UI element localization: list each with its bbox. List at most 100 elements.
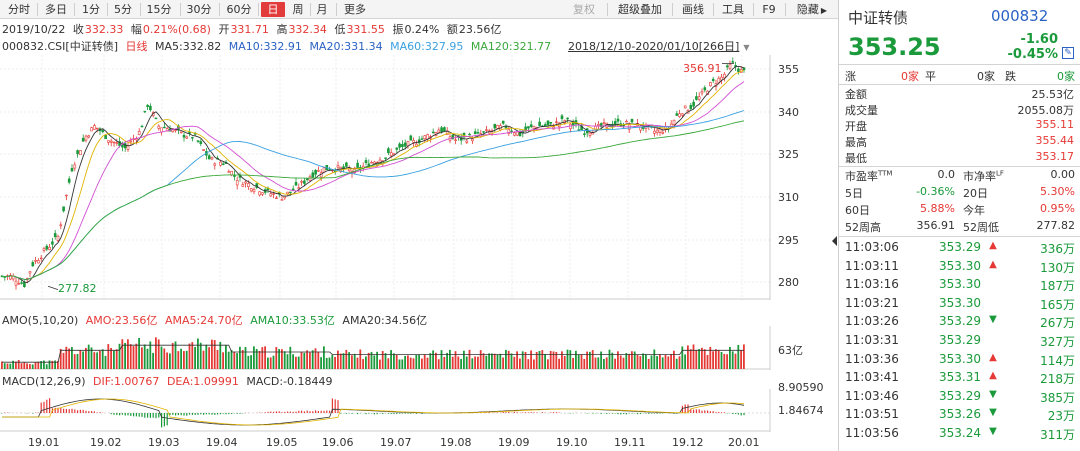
pb-label-text: 市净率 [963, 170, 996, 183]
index-code-link[interactable]: 000832 [991, 7, 1049, 25]
hide-button[interactable]: 隐藏 ▶ [790, 2, 834, 17]
chart-pane: 分时 多日 1分 5分 15分 30分 60分 日 周 月 更多 复权 超级叠加… [0, 0, 838, 449]
edit-icon[interactable]: ✎ [1062, 47, 1074, 59]
tick-arrow-icon: ▼ [989, 388, 997, 400]
price-axis-310: 310 [778, 191, 799, 204]
stat-value: 25.53亿 [1031, 88, 1075, 101]
rise-count: 0家 [901, 70, 919, 83]
index-title: 中证转债 [848, 9, 909, 27]
tab-1min[interactable]: 1分 [82, 3, 100, 16]
month-label: 19.02 [90, 436, 122, 449]
stat-label: 金额 [845, 88, 867, 101]
tab-60min[interactable]: 60分 [226, 3, 252, 16]
tick-time: 11:03:21 [845, 295, 899, 310]
tick-row: 11:03:21 353.30 165万 [839, 296, 1080, 314]
month-label: 19.05 [266, 436, 298, 449]
last-price: 353.25 [848, 33, 941, 61]
w52l-value: 277.82 [1036, 219, 1076, 232]
tick-row: 11:03:51 353.26 ▼ 23万 [839, 407, 1080, 425]
pe-label-text: 市盈率 [845, 170, 878, 183]
fall-count: 0家 [1057, 70, 1075, 83]
tick-time: 11:03:46 [845, 388, 899, 403]
tick-volume: 165万 [1040, 297, 1075, 312]
tab-30min[interactable]: 30分 [186, 3, 212, 16]
tab-daily[interactable]: 日 [261, 2, 285, 17]
info-close: 332.33 [84, 23, 124, 36]
ma120-value: MA120:321.77 [470, 40, 552, 53]
info-swing: 0.24% [404, 23, 440, 36]
tick-price: 353.29 [939, 388, 981, 403]
restore-rights-button[interactable]: 复权 [573, 3, 595, 16]
candlestick-chart[interactable] [0, 55, 838, 300]
tick-arrow-icon: ▼ [989, 426, 997, 437]
amo-axis-label: 63亿 [778, 344, 803, 357]
stat-label: 最高 [845, 136, 867, 149]
tick-volume: 114万 [1040, 353, 1075, 368]
period-tab-bar: 分时 多日 1分 5分 15分 30分 60分 日 周 月 更多 复权 超级叠加… [0, 0, 838, 19]
month-label: 19.06 [322, 436, 354, 449]
tick-row: 11:03:41 353.31 ▲ 218万 [839, 370, 1080, 388]
tick-row: 11:03:56 353.24 ▼ 311万 [839, 426, 1080, 444]
month-label: 19.12 [672, 436, 704, 449]
tick-arrow-icon: ▲ [989, 351, 997, 363]
info-date: 2019/10/22 [2, 23, 66, 36]
price-change: -1.60 [1020, 32, 1058, 47]
tab-multi-day[interactable]: 多日 [45, 3, 67, 16]
month-label: 19.09 [498, 436, 530, 449]
date-range[interactable]: 2018/12/10-2020/01/10[266日] ▼ [568, 38, 754, 54]
change-block: -1.60 -0.45% [1008, 32, 1059, 62]
amo-value: AMO:23.56亿 [85, 314, 158, 327]
tick-price: 353.30 [939, 351, 981, 366]
flat-label: 平 [925, 70, 936, 83]
tab-15min[interactable]: 15分 [146, 3, 172, 16]
macd-legend: MACD(12,26,9) DIF:1.00767 DEA:1.09991 MA… [2, 375, 337, 388]
tick-row: 11:03:36 353.30 ▲ 114万 [839, 352, 1080, 370]
info-high: 332.34 [288, 23, 327, 36]
info-swing-label: 振 [392, 23, 404, 36]
amo-label: AMO(5,10,20) [2, 314, 79, 327]
tick-price: 353.24 [939, 426, 981, 440]
min-price-label: 277.82 [58, 282, 97, 295]
tab-intraday[interactable]: 分时 [8, 3, 30, 16]
stat-label: 最低 [845, 152, 867, 165]
pe-label: 市盈率TTM [845, 168, 892, 184]
ma5-value: MA5:332.82 [155, 40, 222, 53]
tick-time: 11:03:56 [845, 426, 899, 440]
tick-volume: 130万 [1040, 260, 1075, 275]
tick-price: 353.30 [939, 277, 981, 292]
pb-sup: LF [996, 169, 1004, 178]
tab-weekly[interactable]: 周 [292, 3, 304, 16]
macd-axis-top: 8.90590 [778, 381, 824, 394]
tick-time: 11:03:06 [845, 240, 899, 254]
tab-5min[interactable]: 5分 [114, 3, 132, 16]
draw-line-button[interactable]: 画线 [682, 3, 704, 16]
macd-chart[interactable] [0, 389, 838, 432]
tools-button[interactable]: 工具 [722, 3, 744, 16]
date-range-text: 2018/12/10-2020/01/10[266日] [568, 40, 740, 53]
price-axis-280: 280 [778, 276, 799, 289]
triangle-right-icon: ▶ [820, 6, 828, 15]
month-label: 19.08 [440, 436, 472, 449]
info-amp: 0.21%(0.68) [142, 23, 211, 36]
tick-price: 353.26 [939, 407, 981, 422]
tick-row: 11:03:16 353.30 187万 [839, 277, 1080, 295]
d20-label: 20日 [963, 187, 988, 200]
d5-label: 5日 [845, 187, 863, 200]
super-overlay-button[interactable]: 超级叠加 [618, 3, 662, 16]
ytd-value: 0.95% [1040, 202, 1075, 215]
volume-chart[interactable] [0, 326, 838, 370]
info-low: 331.55 [346, 23, 385, 36]
dif-value: DIF:1.00767 [93, 375, 160, 388]
pe-value: 0.0 [937, 168, 956, 181]
tick-volume: 267万 [1040, 316, 1075, 331]
tick-volume: 218万 [1040, 372, 1075, 387]
tick-time: 11:03:36 [845, 351, 899, 366]
month-label: 19.03 [148, 436, 180, 449]
tick-volume: 336万 [1040, 242, 1075, 256]
info-close-label: 收 [72, 23, 84, 36]
tab-more[interactable]: 更多 [344, 3, 366, 16]
tab-monthly[interactable]: 月 [316, 3, 328, 16]
tick-time: 11:03:41 [845, 370, 899, 385]
collapse-handle-icon[interactable] [832, 236, 837, 246]
f9-button[interactable]: F9 [762, 3, 776, 16]
